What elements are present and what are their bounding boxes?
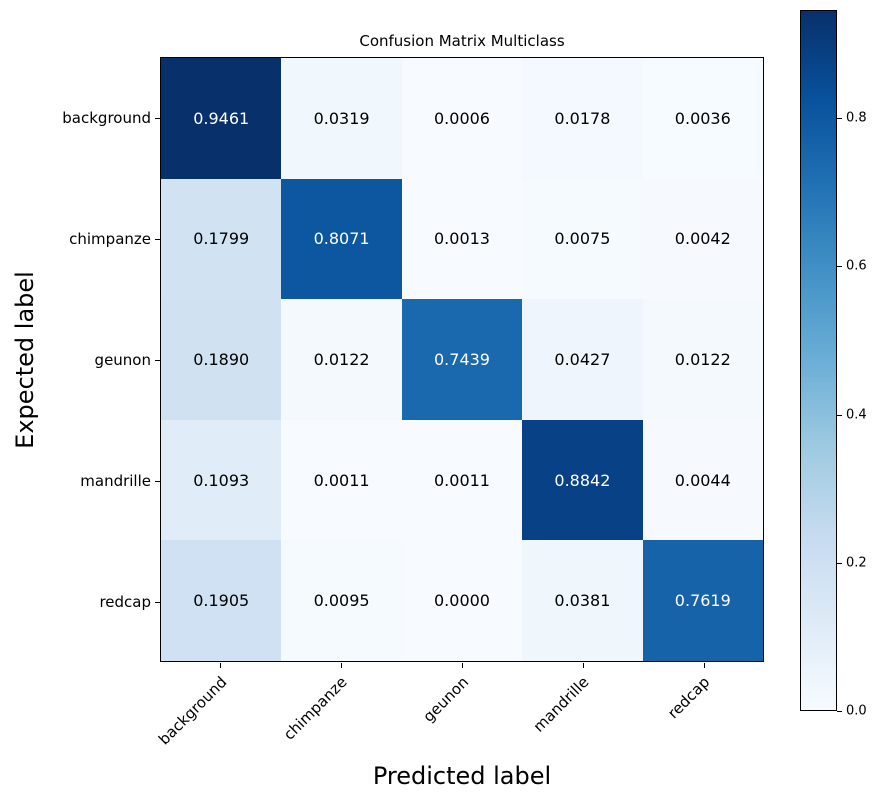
- x-axis-label: Predicted label: [372, 762, 552, 790]
- y-tick-label-mandrille: mandrille: [80, 471, 151, 490]
- x-tick-mark: [220, 663, 222, 668]
- matrix-cell-mandrille-chimpanze: 0.0011: [281, 419, 402, 541]
- colorbar-tick-mark: [837, 414, 842, 416]
- x-tick-label-mandrille: mandrille: [529, 673, 593, 736]
- colorbar-tick-label-0.2: 0.2: [846, 555, 867, 571]
- matrix-cell-redcap-mandrille: 0.0381: [522, 540, 643, 661]
- matrix-cell-chimpanze-geunon: 0.0013: [401, 178, 523, 300]
- matrix-cell-mandrille-background: 0.1093: [161, 419, 282, 541]
- colorbar-tick-label-0.8: 0.8: [846, 110, 867, 126]
- matrix-cell-mandrille-geunon: 0.0011: [401, 419, 523, 541]
- matrix-cell-chimpanze-background: 0.1799: [161, 178, 282, 300]
- y-tick-label-background: background: [62, 108, 151, 127]
- y-axis-label: Expected label: [11, 270, 39, 449]
- x-tick-mark: [462, 663, 463, 668]
- y-tick-mark: [155, 480, 160, 482]
- y-tick-mark: [155, 601, 160, 603]
- x-tick-label-chimpanze: chimpanze: [280, 673, 351, 744]
- y-tick-label-chimpanze: chimpanze: [69, 229, 151, 248]
- heatmap-grid: 0.9461 0.0319 0.0006 0.0178 0.0036 0.1799 0.80…: [160, 57, 764, 662]
- colorbar-tick-label-0.6: 0.6: [846, 258, 867, 274]
- colorbar-tick-label-0.0: 0.0: [846, 703, 867, 719]
- colorbar: [800, 10, 837, 711]
- y-tick-label-redcap: redcap: [99, 592, 151, 611]
- matrix-cell-chimpanze-redcap: 0.0042: [642, 178, 763, 300]
- x-tick-mark: [582, 663, 584, 668]
- matrix-cell-geunon-redcap: 0.0122: [642, 299, 763, 420]
- colorbar-tick-mark: [837, 118, 842, 120]
- matrix-cell-redcap-redcap: 0.7619: [642, 540, 763, 661]
- x-tick-label-redcap: redcap: [664, 673, 714, 723]
- matrix-cell-background-mandrille: 0.0178: [522, 58, 643, 179]
- x-tick-mark: [341, 663, 343, 668]
- colorbar-tick-mark: [837, 562, 842, 564]
- x-tick-label-geunon: geunon: [419, 673, 472, 726]
- y-tick-mark: [155, 117, 160, 119]
- matrix-cell-background-geunon: 0.0006: [401, 58, 523, 179]
- matrix-cell-geunon-background: 0.1890: [161, 299, 282, 420]
- x-tick-mark: [703, 663, 705, 668]
- matrix-cell-chimpanze-chimpanze: 0.8071: [281, 178, 402, 300]
- matrix-cell-redcap-background: 0.1905: [161, 540, 282, 661]
- colorbar-tick-label-0.4: 0.4: [846, 407, 867, 423]
- x-tick-label-background: background: [154, 673, 231, 749]
- matrix-cell-mandrille-redcap: 0.0044: [642, 419, 763, 541]
- matrix-cell-geunon-geunon: 0.7439: [401, 299, 523, 420]
- matrix-cell-background-background: 0.9461: [161, 58, 282, 179]
- matrix-cell-geunon-chimpanze: 0.0122: [281, 299, 402, 420]
- matrix-cell-background-redcap: 0.0036: [642, 58, 763, 179]
- y-tick-mark: [155, 359, 160, 361]
- y-tick-label-geunon: geunon: [94, 350, 151, 369]
- matrix-cell-redcap-geunon: 0.0000: [401, 540, 523, 661]
- colorbar-tick-mark: [837, 711, 842, 712]
- matrix-cell-background-chimpanze: 0.0319: [281, 58, 402, 179]
- matrix-cell-mandrille-mandrille: 0.8842: [522, 419, 643, 541]
- y-tick-mark: [155, 238, 160, 240]
- chart-title: Confusion Matrix Multiclass: [359, 32, 565, 50]
- colorbar-tick-mark: [837, 266, 842, 268]
- matrix-cell-geunon-mandrille: 0.0427: [522, 299, 643, 420]
- matrix-cell-redcap-chimpanze: 0.0095: [281, 540, 402, 661]
- matrix-cell-chimpanze-mandrille: 0.0075: [522, 178, 643, 300]
